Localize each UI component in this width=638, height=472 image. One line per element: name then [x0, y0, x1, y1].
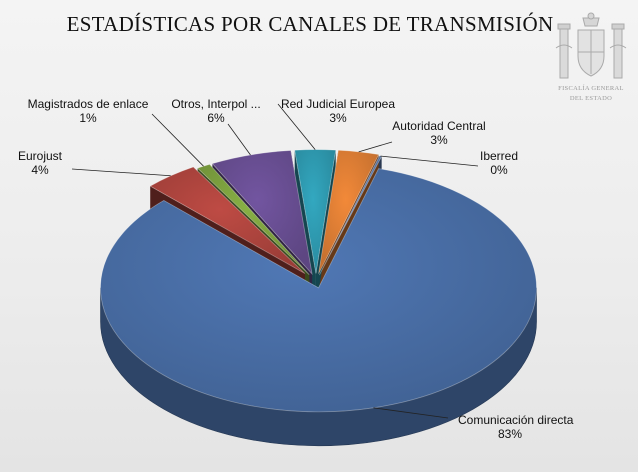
slice-label-2: Magistrados de enlace: [28, 97, 149, 111]
slice-value-0: 83%: [498, 427, 522, 441]
slice-label-0: Comunicación directa: [458, 413, 574, 427]
chart-title: ESTADÍSTICAS POR CANALES DE TRANSMISIÓN: [66, 12, 554, 36]
slice-3: [211, 150, 313, 276]
slice-label-5: Autoridad Central: [392, 119, 485, 133]
emblem-caption: FISCALÍA GENERAL DEL ESTADO: [548, 84, 634, 104]
coat-of-arms-icon: [555, 12, 627, 79]
slice-0: [100, 168, 537, 413]
leader-line-3: [227, 123, 251, 156]
emblem-line-2: DEL ESTADO: [569, 95, 613, 102]
slice-label-6: Iberred: [480, 149, 518, 163]
leader-line-6: [380, 155, 479, 167]
slice-value-4: 3%: [329, 111, 347, 125]
leader-line-2: [151, 113, 204, 167]
slice-label-1: Eurojust: [18, 149, 63, 163]
slice-value-6: 0%: [490, 163, 508, 177]
slice-5: [318, 149, 380, 274]
slice-value-2: 1%: [79, 111, 97, 125]
pie-top-faces: [100, 149, 537, 413]
slice-value-5: 3%: [430, 133, 448, 147]
leader-line-4: [277, 103, 316, 150]
emblem-line-1: FISCALÍA GENERAL: [558, 85, 624, 92]
slice-value-1: 4%: [31, 163, 49, 177]
slice-value-3: 6%: [207, 111, 225, 125]
slice-1: [149, 166, 306, 274]
slice-label-3: Otros, Interpol ...: [171, 97, 260, 111]
slice-label-4: Red Judicial Europea: [281, 97, 395, 111]
leader-line-5: [358, 141, 393, 153]
leader-line-0: [373, 407, 449, 419]
leader-line-1: [71, 168, 171, 177]
